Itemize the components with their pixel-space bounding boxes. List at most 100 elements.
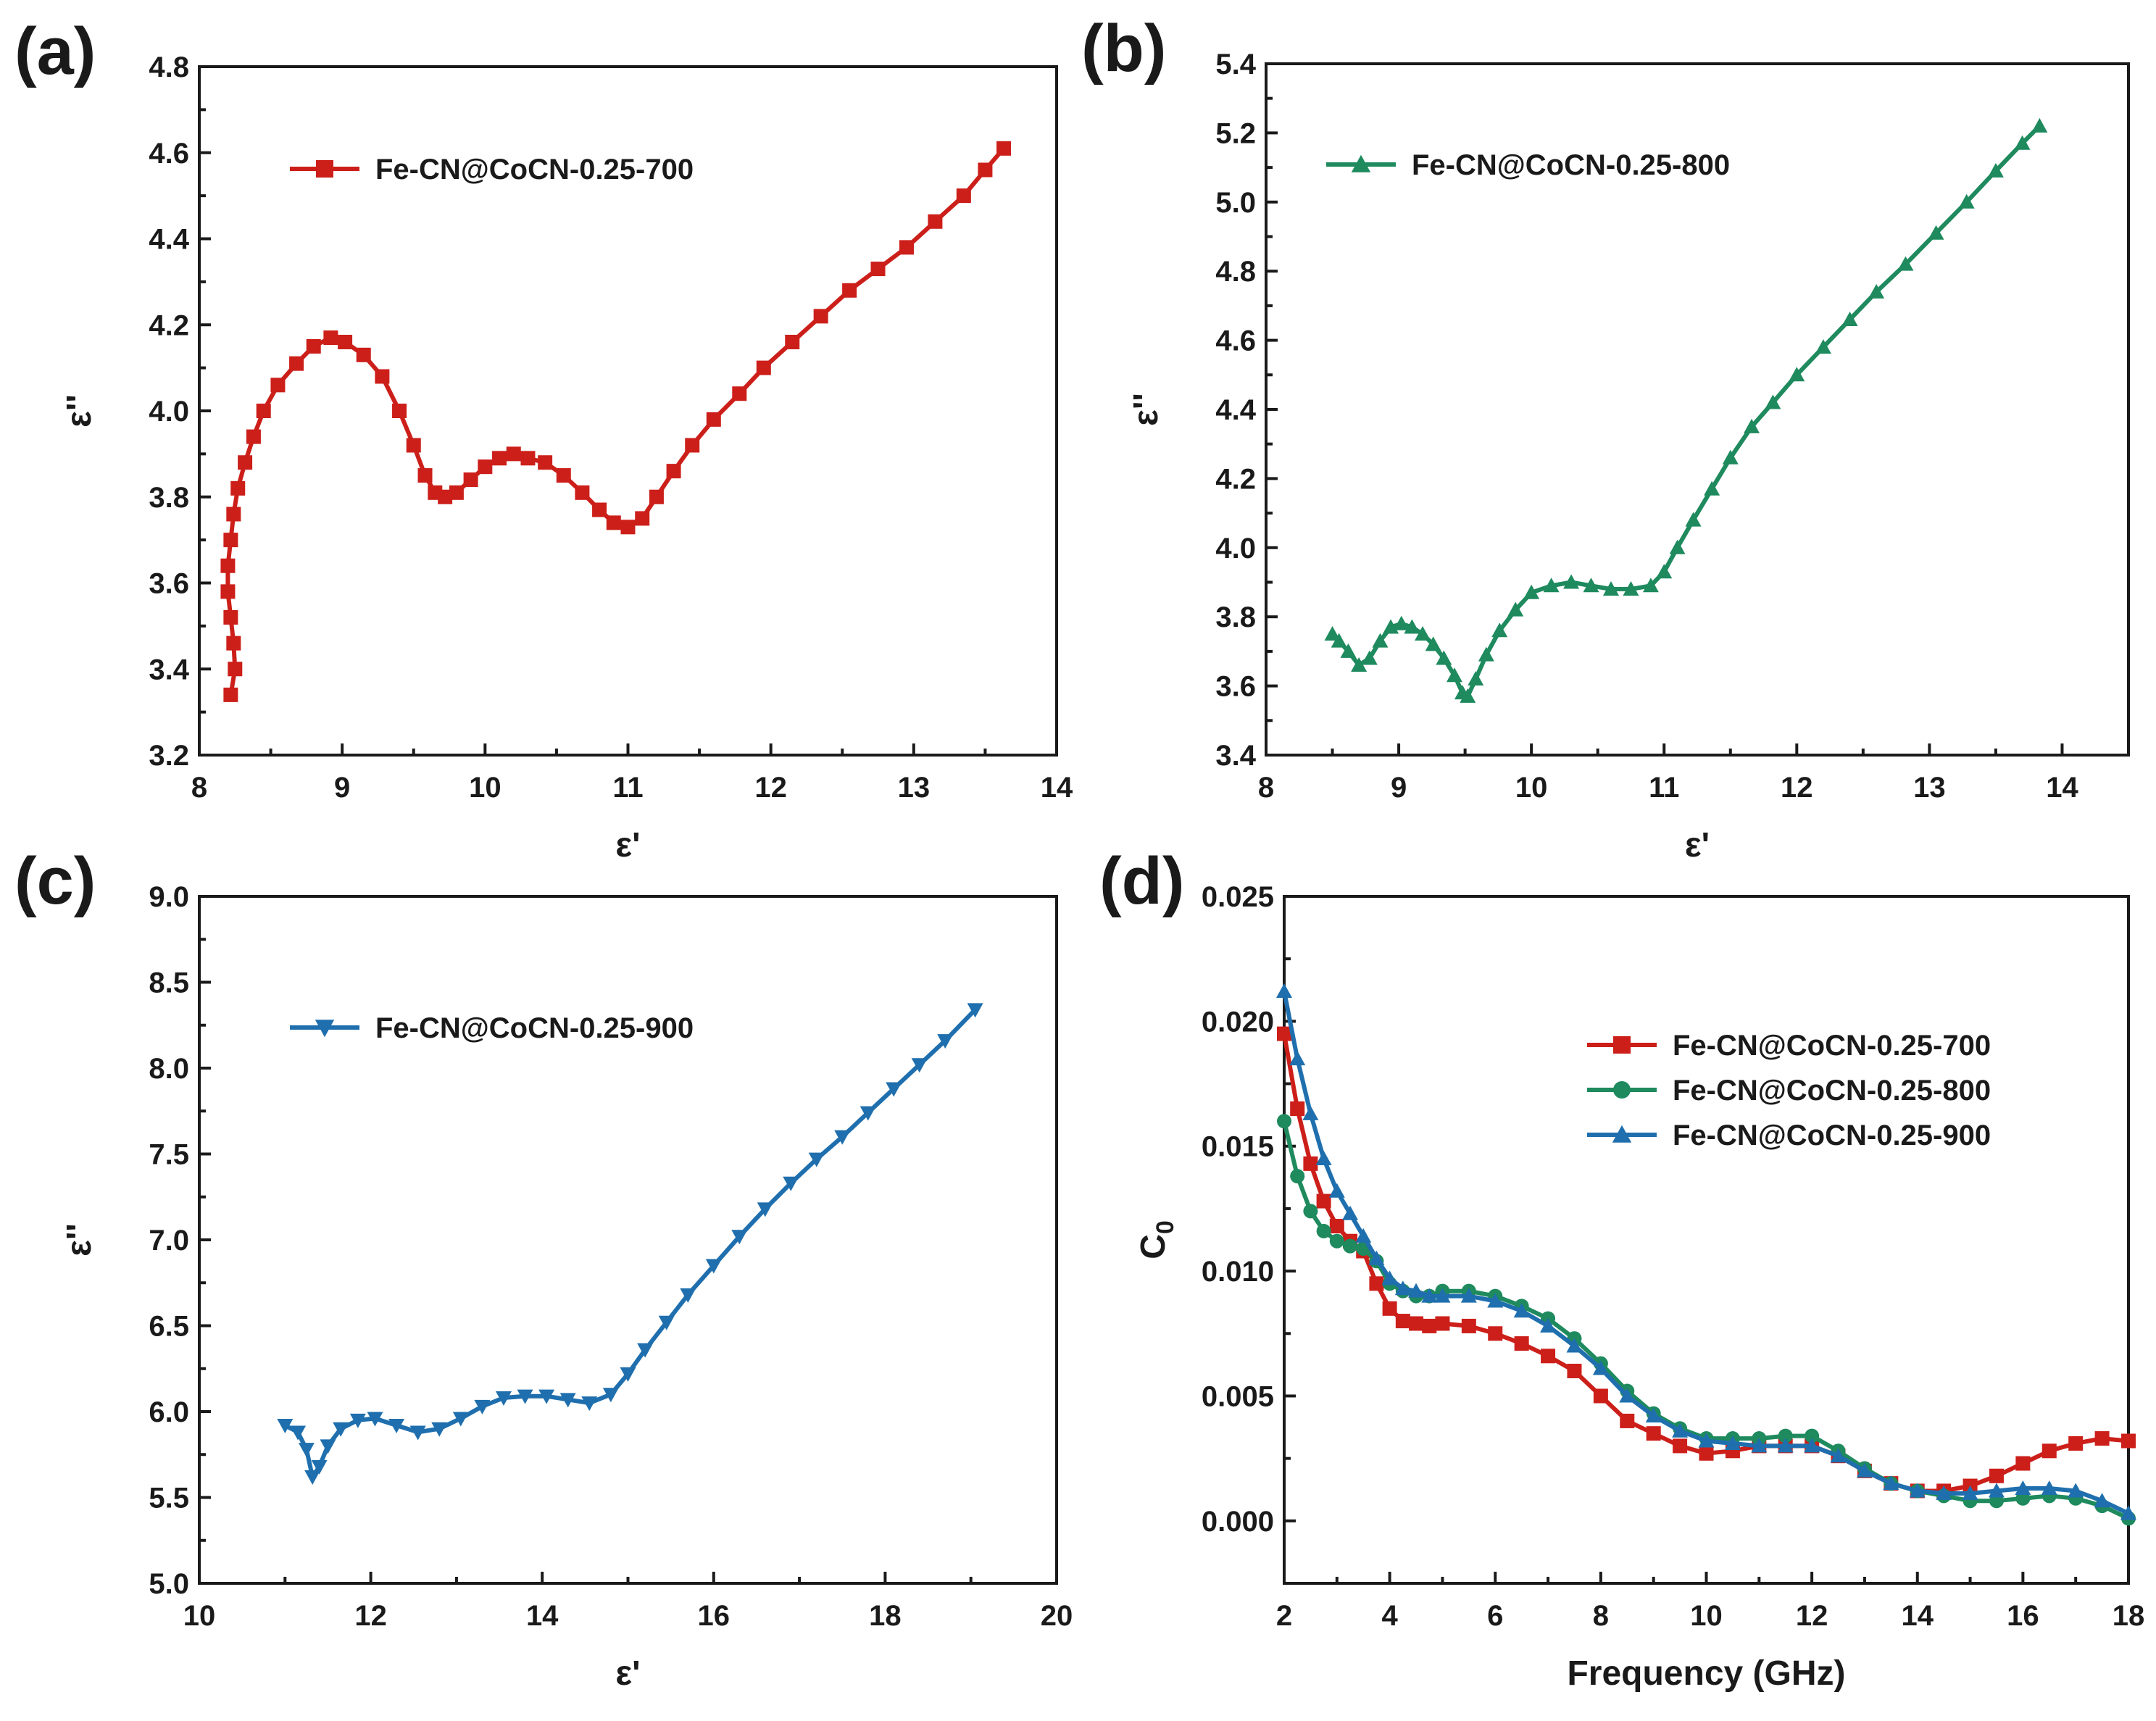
data-point: [1936, 1485, 1952, 1500]
legend-label: Fe-CN@CoCN-0.25-800: [1412, 149, 1730, 181]
data-point: [1841, 311, 1858, 326]
y-tick-label: 3.8: [149, 482, 189, 514]
data-point: [1355, 1228, 1372, 1243]
data-point: [406, 438, 421, 453]
data-point: [637, 1343, 654, 1358]
data-point: [1329, 1219, 1344, 1234]
data-point: [520, 451, 536, 466]
y-tick-label: 8.0: [149, 1053, 189, 1085]
data-point: [1421, 1288, 1438, 1303]
x-axis-title: ε': [615, 826, 640, 864]
x-tick-label: 14: [2046, 772, 2078, 804]
x-tick-label: 16: [698, 1600, 731, 1632]
data-point: [333, 1422, 349, 1437]
x-tick-label: 10: [1690, 1600, 1723, 1632]
series-triangle-down: [277, 1003, 983, 1485]
data-point: [732, 386, 747, 401]
data-point: [937, 1034, 954, 1049]
data-point: [1778, 1428, 1793, 1443]
data-point: [449, 485, 464, 500]
data-point: [1646, 1426, 1661, 1441]
y-tick-label: 6.5: [149, 1311, 189, 1343]
legend-label: Fe-CN@CoCN-0.25-900: [375, 1012, 694, 1044]
data-point: [1523, 584, 1540, 599]
data-point: [1329, 1233, 1344, 1249]
data-point: [1989, 1468, 2004, 1483]
data-point: [298, 1443, 315, 1458]
data-point: [1805, 1428, 1820, 1443]
legend-label: Fe-CN@CoCN-0.25-800: [1673, 1075, 1991, 1107]
data-point: [1372, 633, 1389, 648]
data-point: [1507, 601, 1524, 617]
data-point: [1603, 581, 1619, 596]
panel-label: (b): [1081, 12, 1166, 86]
x-tick-label: 14: [1041, 772, 1073, 804]
x-axis-title: ε': [1685, 826, 1710, 864]
data-point: [1302, 1105, 1319, 1120]
data-point: [602, 1388, 619, 1403]
data-point: [1685, 512, 1702, 527]
data-point: [289, 356, 304, 371]
y-tick-label: 4.6: [1215, 325, 1256, 357]
data-point: [1566, 1338, 1583, 1353]
data-point: [246, 429, 261, 444]
data-point: [1987, 162, 2004, 178]
legend-entry: Fe-CN@CoCN-0.25-800: [1326, 149, 1730, 181]
data-point: [1488, 1326, 1503, 1341]
data-point: [226, 636, 241, 651]
data-point: [1277, 1026, 1291, 1041]
data-point: [705, 1259, 722, 1274]
x-axis-title: Frequency (GHz): [1567, 1654, 1845, 1693]
y-tick-label: 7.5: [149, 1139, 189, 1171]
data-point: [1315, 1150, 1332, 1165]
y-tick-label: 0.025: [1202, 881, 1274, 913]
data-point: [1563, 574, 1580, 589]
data-point: [1540, 1317, 1557, 1333]
x-axis-title: ε': [615, 1654, 640, 1693]
data-point: [757, 1202, 773, 1217]
legend-marker: [1612, 1125, 1632, 1143]
x-tick-label: 11: [1649, 772, 1679, 804]
series-line: [1330, 123, 2042, 699]
data-point: [1316, 1223, 1331, 1238]
y-tick-label: 3.8: [1215, 601, 1256, 633]
data-point: [2120, 1505, 2136, 1520]
x-tick-label: 20: [1041, 1600, 1073, 1632]
data-point: [1460, 688, 1476, 703]
data-point: [785, 335, 800, 349]
legend-marker: [316, 160, 333, 178]
data-point: [1409, 1316, 1424, 1331]
y-tick-label: 4.2: [1215, 463, 1256, 495]
x-tick-label: 2: [1276, 1600, 1292, 1632]
data-point: [1722, 449, 1739, 464]
data-point: [277, 1418, 294, 1433]
data-point: [492, 451, 507, 466]
series-line: [283, 1007, 978, 1480]
data-point: [1460, 1288, 1477, 1303]
data-point: [1699, 1446, 1714, 1461]
x-tick-label: 8: [191, 772, 207, 804]
data-point: [1672, 1422, 1689, 1438]
data-point: [1303, 1156, 1318, 1171]
data-point: [1656, 564, 1673, 579]
data-point: [592, 502, 607, 517]
data-point: [706, 412, 721, 427]
data-point: [1620, 1413, 1635, 1428]
chart-panel-a: 8 9 10 11 12 13 14 3.2 3.4 3.6 3.8 4.0 4.2 4.4 4.6 4.8 ε…: [14, 14, 1073, 864]
data-point: [911, 1058, 928, 1073]
data-point: [1789, 367, 1805, 382]
data-point: [1669, 539, 1686, 554]
y-tick-label: 7.0: [149, 1225, 189, 1257]
data-point: [220, 558, 236, 573]
panel-label: (a): [14, 14, 96, 88]
data-point: [367, 1412, 383, 1427]
data-point: [1856, 1462, 1873, 1478]
panel-label: (d): [1099, 844, 1184, 918]
y-tick-label: 3.4: [1215, 740, 1256, 772]
data-point: [635, 511, 650, 526]
data-point: [431, 1422, 448, 1437]
x-tick-label: 12: [754, 772, 787, 804]
data-point: [1351, 657, 1368, 672]
data-point: [1698, 1433, 1715, 1448]
data-point: [1704, 480, 1720, 496]
